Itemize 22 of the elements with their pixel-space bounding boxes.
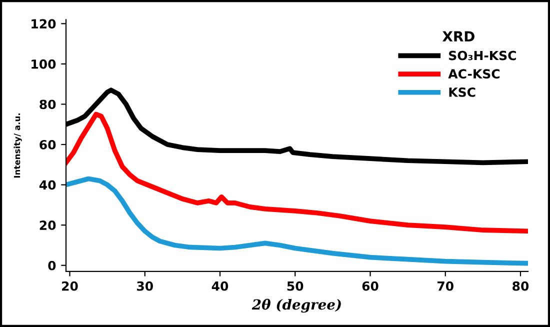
x-tick-label: 40	[212, 281, 228, 291]
line-series	[66, 112, 528, 234]
x-tick-label: 70	[438, 281, 454, 291]
legend-label: AC-KSC	[448, 69, 500, 79]
x-tick-label: 80	[512, 281, 529, 291]
y-tick-label: 20	[40, 220, 56, 230]
legend-title: XRD	[442, 31, 474, 42]
y-tick-label: 80	[40, 100, 56, 110]
x-tick-label: 30	[137, 281, 153, 291]
x-tick-label: 60	[362, 281, 378, 291]
legend-label: KSC	[449, 87, 476, 97]
x-tick-label: 20	[62, 281, 78, 291]
y-tick-label: 40	[39, 180, 56, 190]
y-tick-label: 120	[32, 19, 56, 29]
y-tick-label: 60	[40, 140, 56, 150]
x-tick-label: 50	[287, 281, 304, 291]
legend-label: SO₃H-KSC	[449, 50, 516, 60]
y-tick-label: 0	[48, 260, 56, 270]
x-axis-title: 2θ (degree)	[252, 298, 341, 313]
y-axis-title: Intensity/ a.u.	[14, 114, 22, 178]
line-series	[66, 176, 528, 266]
y-tick-label: 100	[32, 59, 56, 69]
